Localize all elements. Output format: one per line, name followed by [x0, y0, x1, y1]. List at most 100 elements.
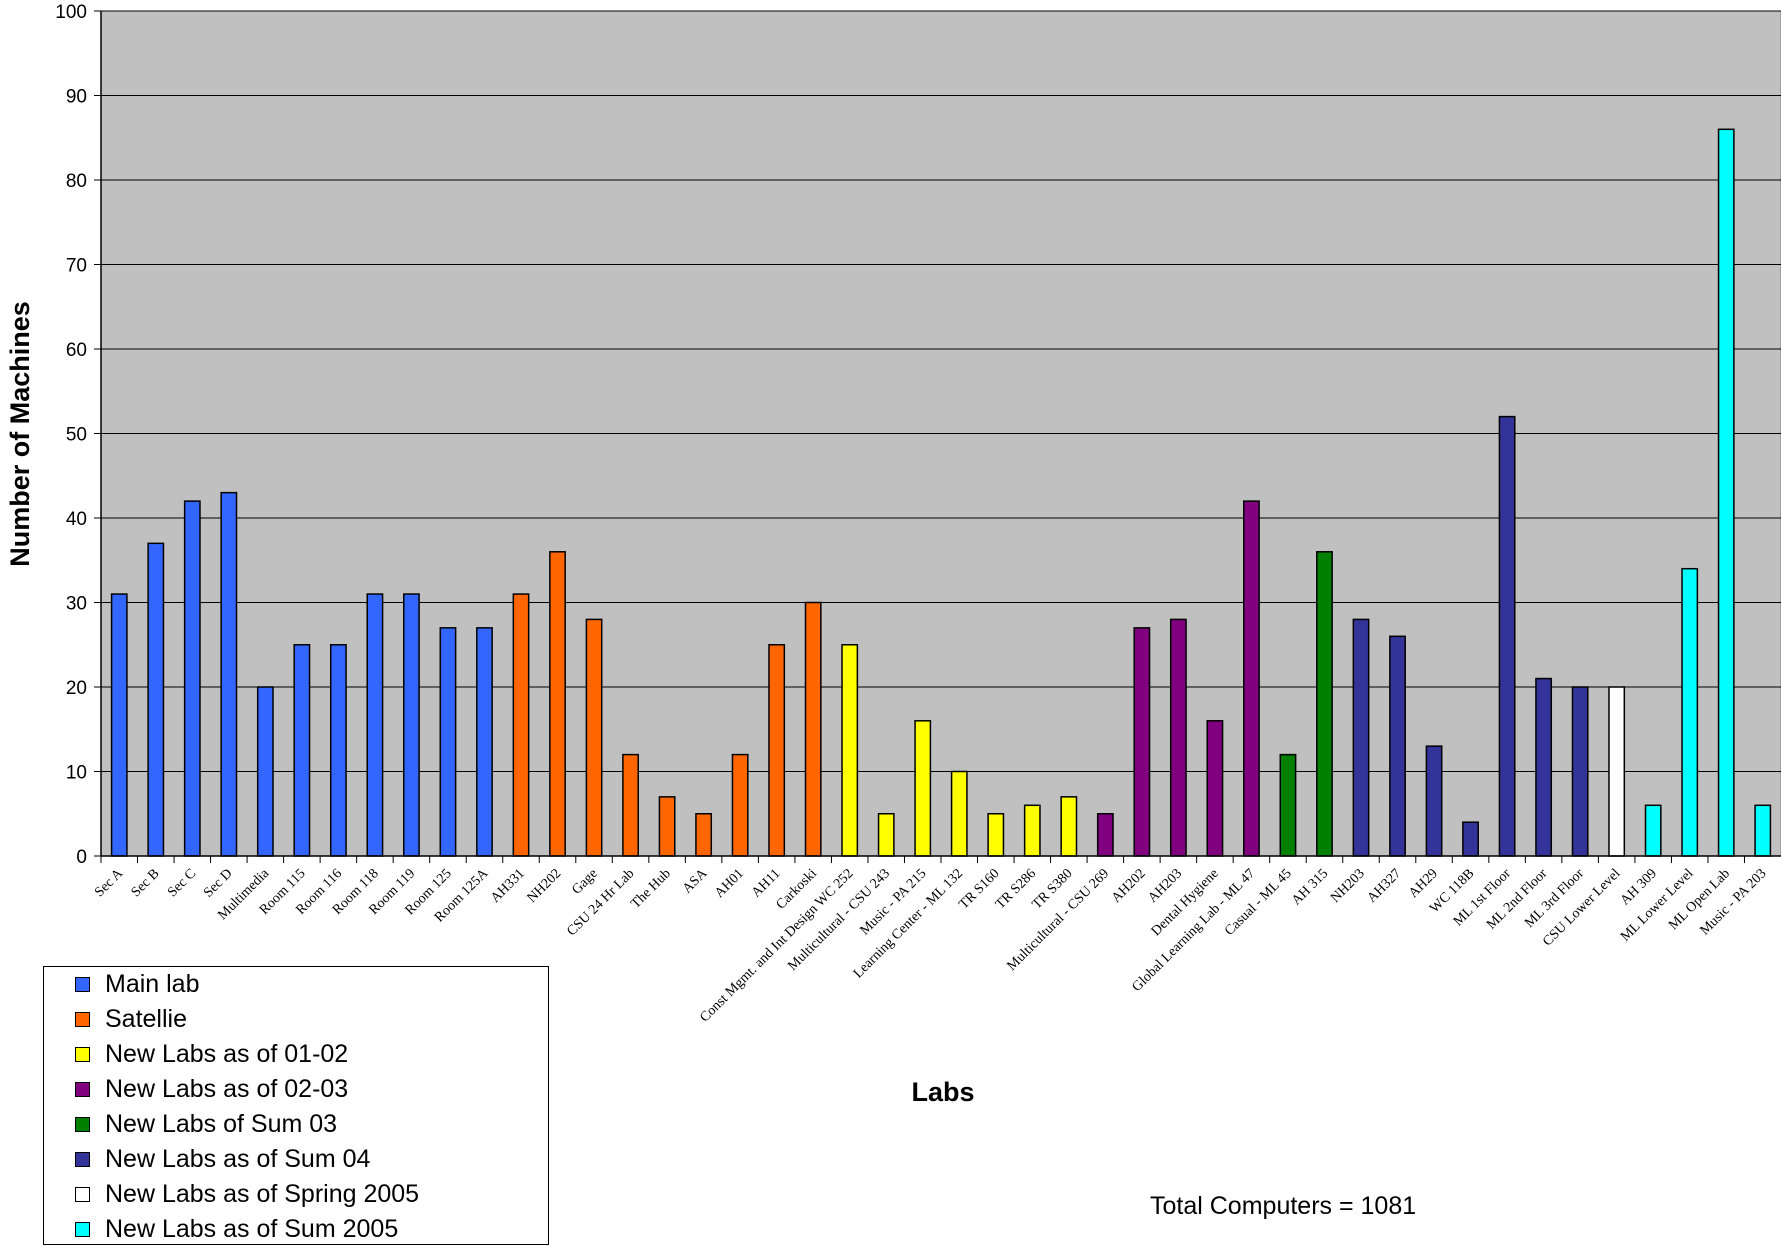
legend-item: New Labs as of Sum 04 — [75, 1142, 370, 1176]
bar — [403, 593, 420, 857]
bar — [950, 770, 968, 857]
bar — [1023, 804, 1041, 857]
legend-item: New Labs of Sum 03 — [75, 1107, 337, 1141]
bar — [1206, 720, 1224, 857]
y-tick-label: 80 — [66, 171, 87, 192]
x-tick-label: AH01 — [712, 866, 747, 901]
legend-swatch — [75, 1081, 90, 1097]
legend-swatch — [75, 1221, 90, 1237]
bar — [585, 618, 603, 857]
bar — [1389, 635, 1406, 857]
x-tick-label: The Hub — [628, 866, 674, 912]
bar — [1644, 804, 1662, 857]
bar — [1681, 567, 1699, 857]
legend-item: New Labs as of Sum 2005 — [75, 1212, 398, 1246]
legend — [43, 966, 549, 1245]
bar — [658, 796, 676, 857]
bar — [804, 601, 822, 857]
bar — [439, 627, 457, 857]
bar — [622, 753, 639, 857]
bar — [1316, 551, 1333, 857]
bar — [329, 644, 347, 857]
bar — [1462, 821, 1479, 857]
bar — [987, 813, 1005, 857]
legend-item: New Labs as of 02-03 — [75, 1072, 348, 1106]
y-axis-ticks: 0 10 20 30 40 50 60 70 80 90 100 — [55, 2, 101, 868]
x-tick-label: Sec C — [165, 866, 199, 900]
y-tick-label: 40 — [66, 509, 87, 530]
total-computers-note: Total Computers = 1081 — [1150, 1192, 1417, 1220]
x-tick-label: NH203 — [1328, 866, 1368, 906]
y-tick-label: 60 — [66, 340, 87, 361]
legend-swatch — [75, 1151, 90, 1167]
bar — [841, 644, 859, 857]
x-tick-label: Casual - ML 45 — [1222, 866, 1295, 939]
bar — [1243, 500, 1260, 857]
bar — [1717, 128, 1735, 857]
x-tick-label: AH327 — [1365, 866, 1405, 906]
x-tick-label: Sec A — [92, 866, 127, 901]
legend-swatch — [75, 1046, 90, 1062]
legend-label: New Labs as of 01-02 — [105, 1039, 349, 1068]
bar — [1498, 415, 1516, 857]
x-tick-label: Music - PA 203 — [1697, 866, 1769, 938]
bar — [183, 500, 201, 857]
legend-label: Satellie — [105, 1004, 187, 1033]
bar — [877, 813, 895, 857]
bar — [1535, 677, 1553, 857]
bar — [1425, 745, 1443, 857]
y-tick-label: 50 — [66, 425, 87, 446]
x-axis-label: Labs — [911, 1077, 974, 1107]
bar — [220, 491, 238, 857]
bar — [1279, 753, 1297, 857]
legend-label: New Labs as of 02-03 — [105, 1074, 349, 1103]
bar — [147, 542, 165, 857]
legend-item: Main lab — [75, 967, 200, 1001]
legend-swatch — [75, 976, 90, 992]
y-tick-label: 70 — [66, 256, 87, 277]
bar — [768, 644, 786, 857]
legend-item: New Labs as of Spring 2005 — [75, 1177, 419, 1211]
bar — [1169, 618, 1187, 857]
y-tick-label: 20 — [66, 678, 87, 699]
bar — [256, 686, 274, 857]
x-tick-label: Sec B — [129, 866, 163, 900]
legend-swatch — [75, 1116, 90, 1132]
bar — [695, 813, 713, 857]
bar — [1754, 804, 1772, 857]
bar — [1096, 813, 1114, 857]
bar — [1608, 686, 1626, 857]
bar — [512, 593, 530, 857]
y-tick-label: 30 — [66, 594, 87, 615]
bar — [731, 753, 749, 857]
legend-item: New Labs as of 01-02 — [75, 1037, 348, 1071]
bar — [914, 720, 932, 857]
legend-swatch — [75, 1011, 90, 1027]
bar — [366, 593, 384, 857]
x-tick-label: ASA — [680, 866, 711, 897]
y-axis-label: Number of Machines — [5, 301, 35, 567]
bar — [549, 551, 566, 857]
legend-label: New Labs as of Spring 2005 — [105, 1179, 420, 1208]
x-tick-label: Gage — [569, 866, 600, 897]
bar — [110, 593, 128, 857]
x-tick-label: AH331 — [488, 866, 528, 906]
x-tick-label: Sec D — [201, 866, 236, 901]
bar — [293, 644, 311, 857]
y-tick-label: 100 — [55, 2, 87, 23]
x-tick-label: AH11 — [749, 866, 783, 900]
x-tick-label: AH29 — [1406, 866, 1441, 901]
bar — [1133, 627, 1151, 857]
bar — [1571, 686, 1589, 857]
bar — [1060, 796, 1078, 857]
legend-label: New Labs as of Sum 04 — [105, 1144, 371, 1173]
x-tick-label: AH 315 — [1289, 866, 1331, 908]
x-tick-label: CSU 24 Hr Lab — [564, 866, 637, 939]
y-tick-label: 90 — [66, 87, 87, 108]
legend-label: New Labs of Sum 03 — [105, 1109, 338, 1138]
bar — [1352, 618, 1370, 857]
bar — [476, 627, 493, 857]
x-tick-label: NH202 — [525, 866, 565, 906]
legend-label: New Labs as of Sum 2005 — [105, 1214, 399, 1243]
